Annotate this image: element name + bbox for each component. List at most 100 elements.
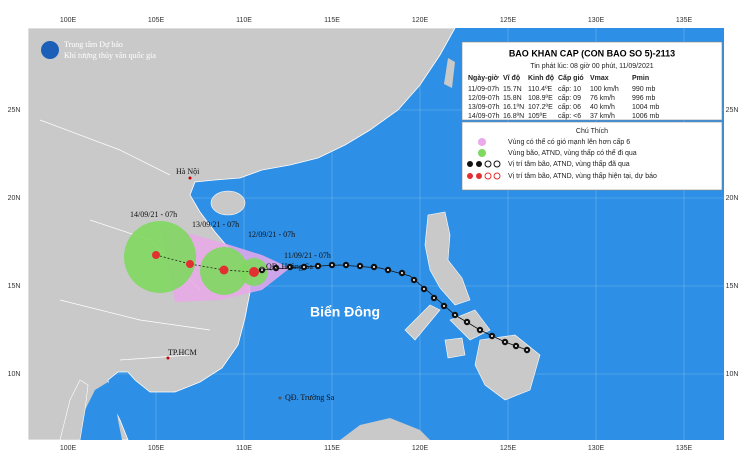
label-biendong: Biển Đông: [310, 304, 380, 320]
lon-label: 120E: [412, 445, 429, 452]
hoangsa-dot: [260, 266, 264, 270]
label-forecast: 13/09/21 - 07h: [192, 220, 239, 229]
label-truongsa: QĐ. Trường Sa: [285, 393, 335, 402]
table-cell: 1004 mb: [632, 104, 659, 111]
label-hoangsa: QĐ. Hoàng Sa: [266, 262, 313, 271]
taiwan: [444, 58, 455, 88]
lon-label: 125E: [500, 17, 517, 24]
past-point: [512, 342, 520, 350]
table-header: Kinh độ: [528, 75, 554, 82]
lon-label: 115E: [324, 17, 340, 24]
past-point: [356, 262, 364, 270]
past-point: [314, 262, 322, 270]
storm-eye: [479, 329, 481, 331]
lat-label: 25N: [726, 107, 739, 114]
table-cell: 990 mb: [632, 86, 655, 93]
label-hcm: TP.HCM: [168, 348, 197, 357]
lon-label: 110E: [236, 445, 252, 452]
legend-item: Vùng có thể có gió mạnh lên hơn cấp 6: [508, 137, 630, 146]
storm-eye: [401, 272, 403, 274]
storm-eye: [275, 267, 277, 269]
forecast-point: [219, 265, 229, 275]
luzon: [424, 211, 471, 306]
forecast-point: [152, 251, 160, 259]
table-header: Vĩ độ: [503, 75, 520, 82]
table-cell: 37 km/h: [590, 113, 615, 120]
legend-icon: [467, 160, 501, 168]
past-point: [501, 338, 509, 346]
past-point: [476, 326, 484, 334]
past-point: [463, 318, 471, 326]
table-cell: 14/09-07h: [468, 113, 500, 120]
lat-label: 20N: [726, 195, 739, 202]
past-point: [451, 311, 459, 319]
lat-label: 10N: [8, 371, 21, 378]
hanoi-dot: [188, 176, 192, 180]
visayas-mindanao: [404, 304, 541, 401]
label-forecast: 14/09/21 - 07h: [130, 210, 177, 219]
logo-icon: [41, 41, 59, 59]
storm-eye: [413, 279, 415, 281]
table-cell: 16.8ºN: [503, 113, 524, 120]
table-cell: 105ºE: [528, 113, 547, 120]
lon-label: 135E: [676, 445, 693, 452]
lon-label: 100E: [60, 17, 77, 24]
table-header: Vmax: [590, 75, 609, 82]
storm-eye: [345, 264, 347, 266]
table-cell: 11/09-07h: [468, 86, 499, 93]
lon-label: 120E: [412, 17, 429, 24]
past-point: [328, 261, 336, 269]
table-cell: 76 km/h: [590, 95, 615, 102]
past-point: [384, 266, 392, 274]
lon-label: 100E: [60, 445, 77, 452]
lon-label: 110E: [236, 17, 252, 24]
past-point: [342, 261, 350, 269]
legend-item: Vị trí tâm bão, ATND, vùng thấp hiện tại…: [508, 171, 657, 180]
table-cell: 110.4ºE: [528, 86, 553, 93]
lon-label: 125E: [500, 445, 517, 452]
storm-eye: [491, 335, 493, 337]
table-header: Pmin: [632, 75, 649, 82]
storm-eye: [289, 266, 291, 268]
lon-label: 105E: [148, 445, 165, 452]
lat-label: 15N: [8, 283, 21, 290]
storm-eye: [454, 314, 456, 316]
label-forecast: 11/09/21 - 07h: [284, 251, 331, 260]
forecast-positions: [152, 251, 259, 277]
gulf-of-thailand: [75, 382, 122, 440]
table-cell: 108.9ºE: [528, 95, 553, 102]
lat-label: 25N: [8, 107, 21, 114]
storm-eye: [373, 266, 375, 268]
table-cell: 13/09-07h: [468, 104, 500, 111]
storm-eye: [317, 265, 319, 267]
storm-eye: [526, 349, 528, 351]
storm-eye: [423, 288, 425, 290]
table-cell: 12/09-07h: [468, 95, 500, 102]
lat-label: 15N: [726, 283, 739, 290]
table-cell: 16.1ºN: [503, 104, 524, 111]
storm-area: [124, 221, 196, 293]
past-point: [258, 266, 266, 274]
table-cell: cấp: 10: [558, 84, 581, 93]
lon-label: 130E: [588, 445, 605, 452]
label-forecast: 12/09/21 - 07h: [248, 230, 295, 239]
forecast-track: [155, 254, 255, 273]
past-point: [420, 285, 428, 293]
past-point: [286, 263, 294, 271]
storm-eye: [466, 321, 468, 323]
legend-icon: [467, 172, 501, 180]
table-cell: cấp: 09: [558, 93, 581, 102]
past-point: [398, 269, 406, 277]
past-point: [430, 294, 438, 302]
lat-label: 20N: [8, 195, 21, 202]
past-point: [370, 263, 378, 271]
past-point: [488, 332, 496, 340]
storm-eye: [443, 305, 445, 307]
table-cell: cấp: <6: [558, 111, 581, 120]
legend-icon: [478, 138, 486, 146]
past-point: [440, 302, 448, 310]
label-hanoi: Hà Nội: [176, 167, 200, 176]
table-header: Ngày-giờ: [468, 75, 499, 82]
table-cell: 1006 mb: [632, 113, 659, 120]
table-cell: 107.2ºE: [528, 104, 553, 111]
